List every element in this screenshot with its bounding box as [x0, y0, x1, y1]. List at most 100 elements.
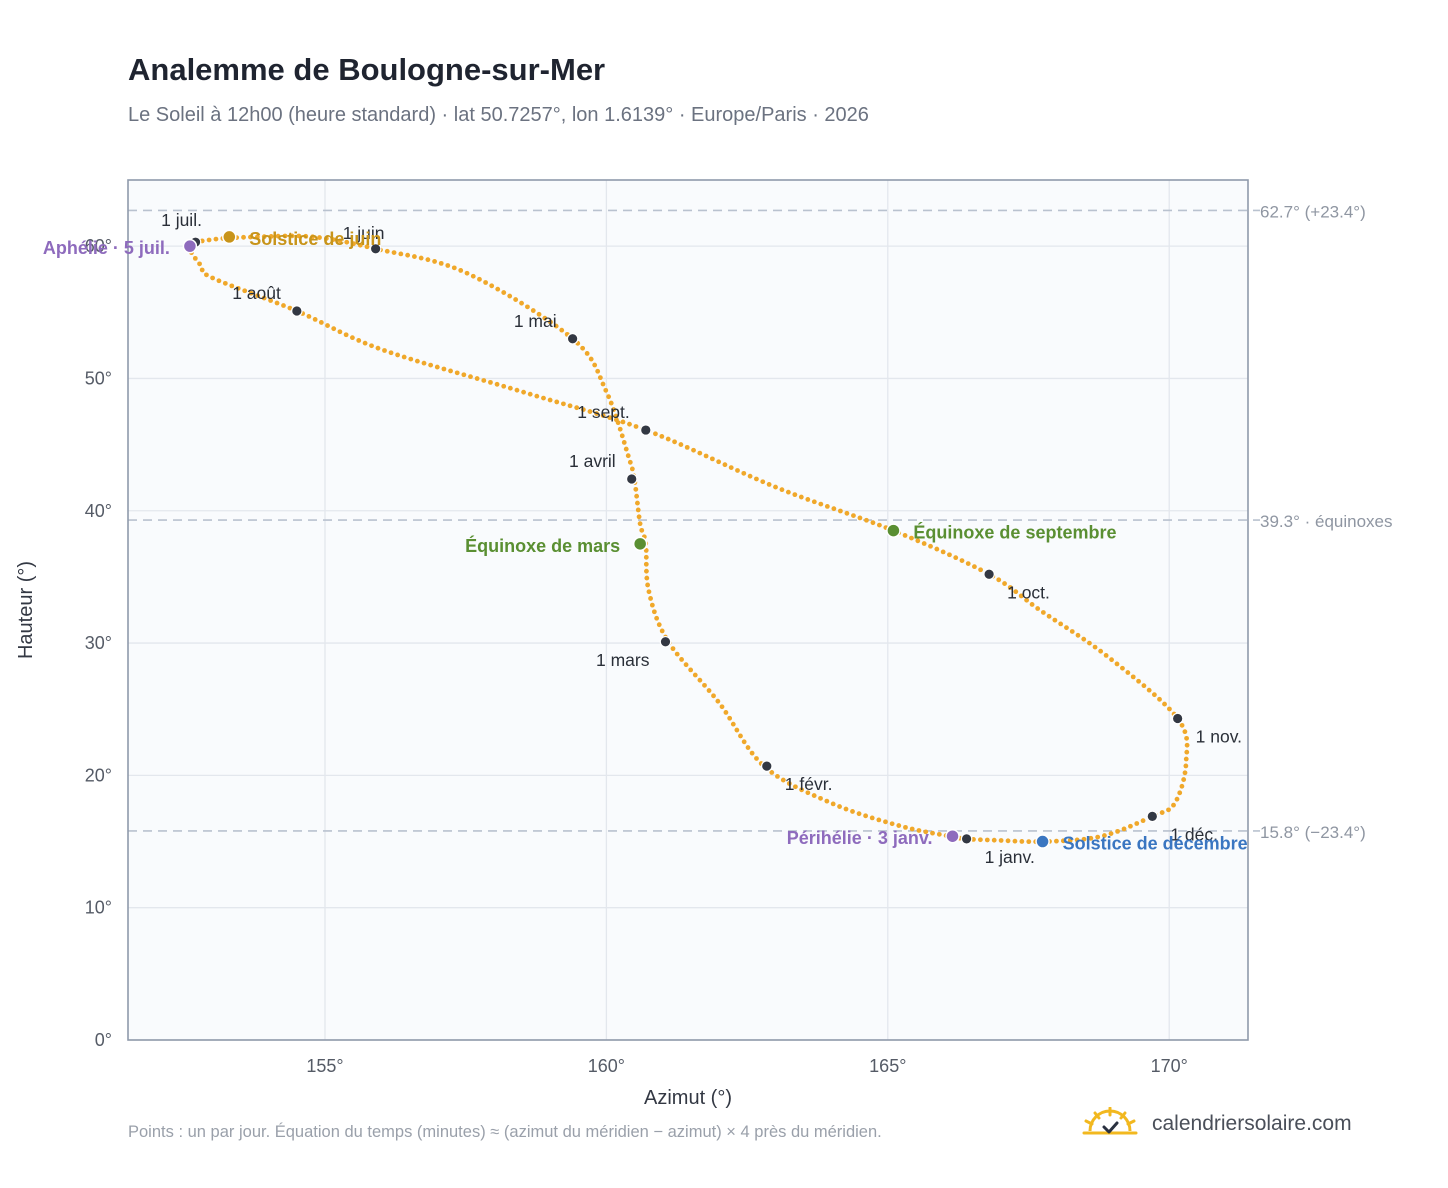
- month-marker: [983, 568, 995, 581]
- month-label: 1 août: [232, 283, 281, 303]
- daily-point: [656, 622, 662, 628]
- daily-point: [414, 358, 420, 364]
- daily-point: [501, 383, 507, 389]
- daily-point: [850, 809, 855, 814]
- daily-point: [580, 345, 586, 351]
- chart-footnote: Points : un par jour. Équation du temps …: [128, 1123, 882, 1141]
- daily-point: [197, 261, 202, 267]
- daily-point: [831, 506, 837, 512]
- daily-point: [343, 332, 349, 338]
- daily-point: [837, 508, 843, 514]
- daily-point: [501, 290, 507, 295]
- daily-point: [1183, 763, 1189, 769]
- daily-point: [627, 421, 632, 427]
- month-marker: [625, 473, 638, 485]
- daily-point: [229, 283, 235, 289]
- daily-point: [1177, 790, 1183, 796]
- daily-point: [697, 677, 703, 683]
- month-marker: [369, 243, 382, 255]
- daily-point: [495, 286, 501, 292]
- brand[interactable]: calendriersolaire.com: [1082, 1104, 1352, 1144]
- daily-point: [412, 254, 417, 259]
- daily-point: [1120, 665, 1125, 671]
- daily-point: [856, 811, 862, 817]
- month-label: 1 avril: [569, 451, 616, 471]
- daily-point: [428, 362, 434, 368]
- daily-point: [916, 828, 922, 833]
- daily-point: [274, 300, 280, 306]
- daily-point: [1012, 838, 1018, 844]
- sun-check-icon: [1082, 1107, 1138, 1135]
- daily-point: [977, 837, 983, 843]
- daily-point: [330, 237, 336, 242]
- daily-point: [876, 817, 882, 823]
- daily-point: [1046, 613, 1052, 619]
- daily-point: [613, 413, 619, 419]
- daily-point: [534, 393, 540, 399]
- daily-point: [864, 517, 869, 523]
- y-axis-label: Hauteur (°): [15, 561, 37, 659]
- daily-point: [824, 798, 830, 804]
- daily-point: [325, 323, 330, 328]
- daily-point: [1134, 821, 1140, 826]
- daily-point: [530, 308, 536, 313]
- daily-point: [735, 468, 740, 473]
- daily-point: [991, 837, 997, 843]
- event-label: Équinoxe de mars: [465, 535, 620, 556]
- daily-point: [645, 582, 651, 588]
- daily-point: [488, 379, 493, 385]
- daily-point: [574, 405, 580, 411]
- x-tick-label: 170°: [1151, 1056, 1188, 1076]
- daily-point: [592, 362, 598, 368]
- daily-point: [830, 801, 836, 807]
- daily-point: [1115, 828, 1120, 834]
- daily-point: [940, 549, 946, 555]
- daily-point: [541, 395, 546, 401]
- daily-point: [1013, 589, 1019, 595]
- daily-point: [1157, 696, 1162, 702]
- daily-point: [688, 667, 694, 673]
- daily-point: [408, 356, 414, 362]
- daily-point: [649, 602, 655, 608]
- daily-point: [192, 255, 198, 261]
- daily-point: [672, 439, 677, 445]
- daily-point: [1067, 838, 1073, 843]
- daily-point: [1081, 836, 1087, 842]
- daily-point: [318, 320, 324, 325]
- daily-point: [634, 493, 640, 499]
- daily-point: [461, 372, 467, 378]
- daily-point: [691, 447, 696, 453]
- daily-point: [312, 316, 318, 322]
- daily-point: [805, 497, 811, 502]
- daily-point: [1007, 585, 1013, 590]
- daily-point: [934, 546, 940, 552]
- daily-point: [851, 513, 856, 519]
- daily-point: [1182, 770, 1188, 776]
- brand-name[interactable]: calendriersolaire.com: [1152, 1112, 1352, 1135]
- daily-point: [216, 278, 222, 284]
- daily-point: [350, 335, 355, 341]
- daily-point: [692, 672, 698, 678]
- reference-line-label: 39.3° · équinoxes: [1260, 512, 1393, 531]
- daily-point: [364, 244, 370, 250]
- daily-point: [745, 745, 751, 750]
- daily-point: [222, 280, 228, 286]
- daily-point: [606, 394, 612, 400]
- event-marker: [222, 229, 237, 245]
- daily-point: [637, 521, 643, 527]
- daily-point: [863, 813, 869, 819]
- daily-point: [728, 465, 734, 470]
- x-axis-label: Azimut (°): [644, 1087, 732, 1109]
- reference-line-label: 62.7° (+23.4°): [1260, 202, 1366, 221]
- daily-point: [405, 252, 411, 258]
- daily-point: [621, 440, 627, 445]
- daily-point: [1074, 837, 1080, 843]
- daily-point: [527, 391, 533, 397]
- daily-point: [799, 787, 805, 793]
- daily-point: [902, 533, 908, 538]
- daily-point: [306, 313, 312, 319]
- daily-point: [303, 233, 309, 239]
- daily-point: [254, 234, 260, 240]
- y-tick-label: 10°: [85, 898, 112, 918]
